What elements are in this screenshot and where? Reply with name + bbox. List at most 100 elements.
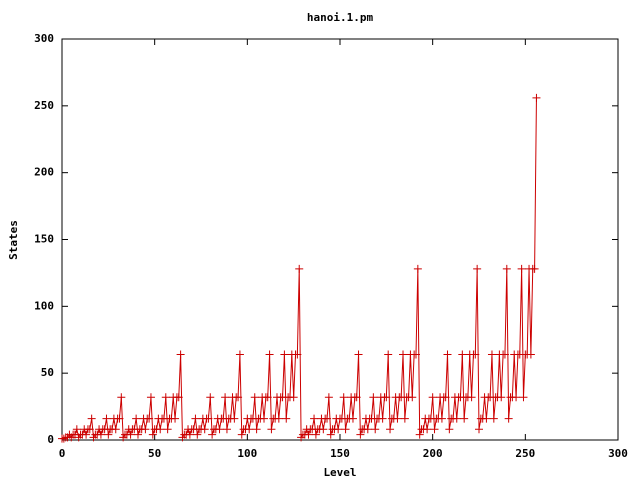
data-point [475,425,483,434]
data-point [428,393,437,402]
data-point [512,393,521,402]
x-tick-label: 0 [59,447,66,460]
data-point [126,430,135,439]
data-point [487,350,496,359]
y-tick-label: 200 [34,166,54,179]
data-point [104,430,113,439]
data-point [489,414,498,423]
data-point [399,350,408,359]
data-point [171,414,180,423]
data-point [161,393,170,402]
data-point [115,414,124,423]
data-point [326,430,335,439]
data-point [460,414,469,423]
chart-title: hanoi.1.pm [307,11,374,24]
data-point [206,393,215,402]
data-point [87,414,96,423]
data-point [265,350,274,359]
data-point [348,414,357,423]
data-point [502,264,511,273]
data-point [263,393,272,402]
data-point [526,350,535,359]
data-point [430,425,439,434]
data-point [260,414,269,423]
data-point [304,430,313,439]
y-tick-label: 100 [34,299,54,312]
data-point [282,414,291,423]
data-point [222,425,231,434]
data-point [208,430,217,439]
data-point [245,425,254,434]
data-point [386,425,395,434]
data-point [400,414,409,423]
data-point [146,393,155,402]
data-point [423,425,432,434]
x-tick-label: 250 [515,447,535,460]
data-point [393,414,402,423]
data-point [274,414,283,423]
data-point [319,425,328,434]
y-axis-label: States [7,220,20,260]
data-point [252,425,261,434]
x-tick-label: 200 [423,447,443,460]
data-point [415,430,424,439]
data-point [145,414,154,423]
data-point [193,430,202,439]
data-point [443,350,452,359]
data-point [293,350,302,359]
data-point [141,425,150,434]
data-point [204,414,213,423]
data-point [504,414,513,423]
data-point [532,93,541,102]
x-axis-label: Level [323,466,356,479]
data-point [191,414,200,423]
data-point [458,350,467,359]
data-point [382,393,391,402]
data-point [295,264,304,273]
data-point [185,430,194,439]
data-point [445,425,454,434]
data-point [237,430,246,439]
data-point [530,264,539,273]
data-point [230,414,239,423]
data-point [289,393,298,402]
data-point [452,414,461,423]
data-point [334,425,343,434]
data-point [156,425,165,434]
y-tick-label: 50 [41,366,54,379]
data-point [148,430,157,439]
data-point [234,393,243,402]
data-point [519,393,528,402]
data-point [324,393,333,402]
data-point [200,425,209,434]
data-point [176,350,185,359]
data-point [352,393,361,402]
data-point [72,425,81,434]
data-point [96,430,105,439]
data-point [339,393,348,402]
data-point [133,430,142,439]
data-point [371,425,380,434]
data-point [267,425,276,434]
x-tick-label: 100 [237,447,257,460]
data-point [59,434,68,443]
data-point [369,393,378,402]
data-point [117,393,126,402]
data-point [437,414,446,423]
data-point [323,414,332,423]
x-tick-label: 50 [148,447,161,460]
data-point [517,264,526,273]
data-point [384,350,393,359]
data-point [497,393,506,402]
data-point [473,264,482,273]
data-point [85,425,94,434]
data-point [163,425,172,434]
data-point [471,350,480,359]
data-point [221,393,230,402]
y-tick-label: 0 [47,433,54,446]
data-point [354,350,363,359]
data-point [363,425,372,434]
data-point [341,425,350,434]
y-tick-label: 150 [34,233,54,246]
